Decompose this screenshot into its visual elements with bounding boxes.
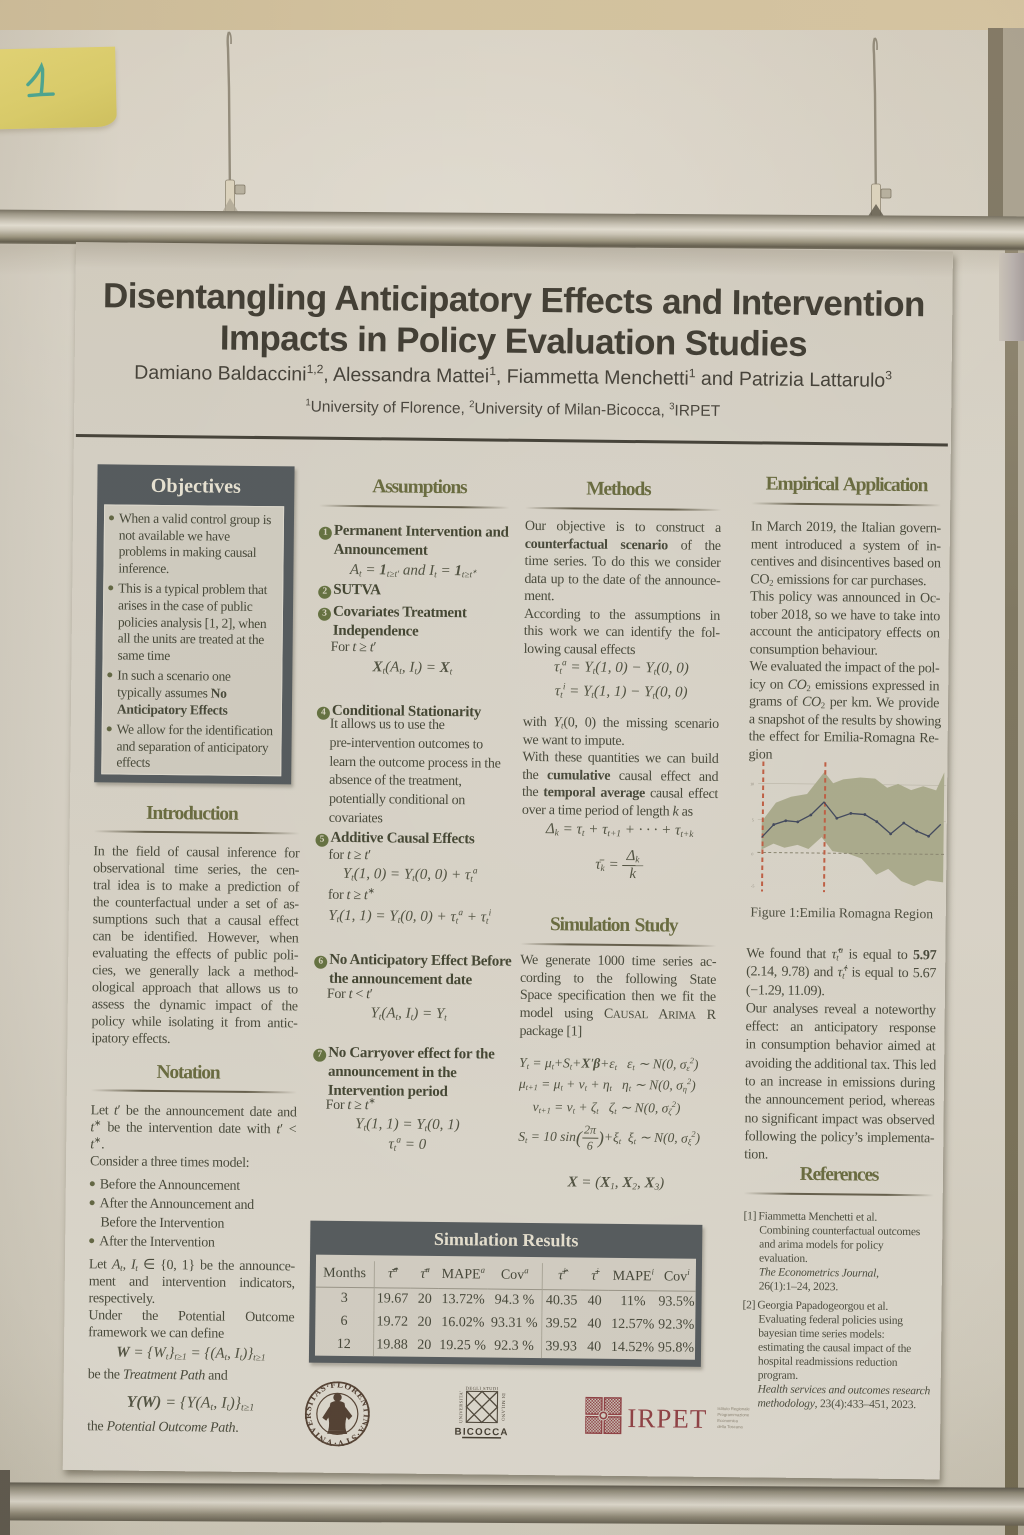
svg-text:DEGLI STUDI: DEGLI STUDI xyxy=(466,1386,499,1391)
svg-text:Economica: Economica xyxy=(717,1418,738,1423)
svg-text:BICOCCA: BICOCCA xyxy=(455,1427,509,1439)
svg-text:0: 0 xyxy=(751,851,753,856)
svg-text:-5: -5 xyxy=(751,883,754,888)
svg-text:10: 10 xyxy=(750,781,754,786)
svg-text:della Toscana: della Toscana xyxy=(717,1424,743,1429)
svg-text:Istituto Regionale: Istituto Regionale xyxy=(717,1406,750,1411)
svg-text:Programmazione: Programmazione xyxy=(717,1412,750,1417)
svg-text:DI MILANO: DI MILANO xyxy=(501,1393,506,1421)
svg-text:IRPET: IRPET xyxy=(627,1403,707,1434)
svg-text:UNIVERSITA’: UNIVERSITA’ xyxy=(458,1390,463,1423)
svg-text:5: 5 xyxy=(752,817,754,822)
